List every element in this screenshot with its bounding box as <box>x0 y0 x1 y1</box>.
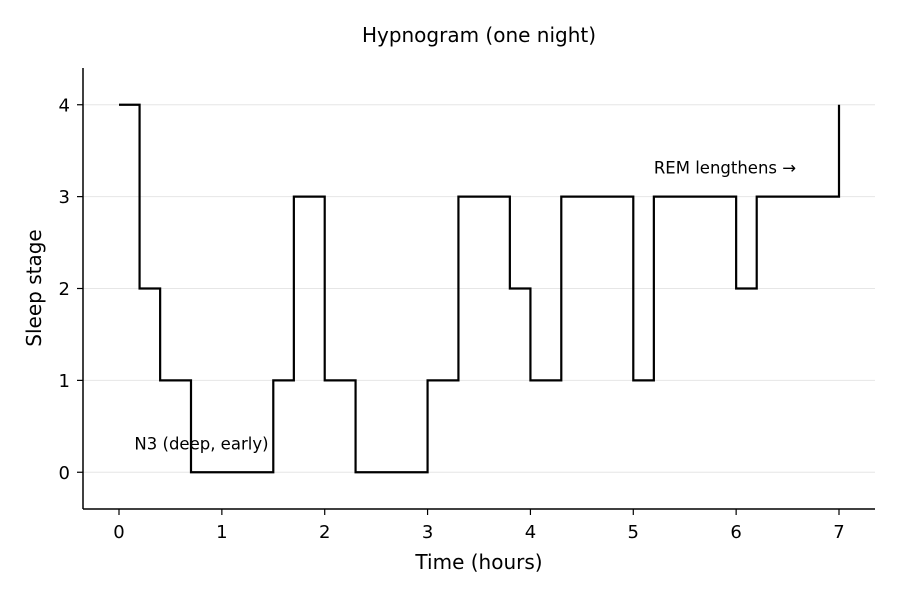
chart-title: Hypnogram (one night) <box>362 23 596 47</box>
plot-area <box>119 103 841 474</box>
x-tick-label-4: 4 <box>525 522 536 543</box>
y-tick-label-1: 1 <box>59 371 70 392</box>
annotation-0: N3 (deep, early) <box>134 434 268 453</box>
y-tick-label-4: 4 <box>59 95 70 116</box>
x-tick-label-3: 3 <box>422 522 433 543</box>
x-tick-label-6: 6 <box>730 522 741 543</box>
x-tick-label-2: 2 <box>319 522 330 543</box>
x-tick-label-1: 1 <box>216 522 227 543</box>
y-tick-label-0: 0 <box>59 463 70 484</box>
x-tick-label-7: 7 <box>833 522 844 543</box>
x-axis-label: Time (hours) <box>414 550 542 574</box>
annotation-1: REM lengthens → <box>654 159 796 178</box>
y-tick-label-2: 2 <box>59 279 70 300</box>
x-tick-label-5: 5 <box>628 522 639 543</box>
x-tick-label-0: 0 <box>113 522 124 543</box>
y-tick-label-3: 3 <box>59 187 70 208</box>
tick-marks: 0 1 2 3 4 5 6 7 0 1 2 3 4 <box>59 95 845 543</box>
y-axis-label: Sleep stage <box>22 229 46 346</box>
grid-lines <box>83 104 875 473</box>
annotations: N3 (deep, early) REM lengthens → <box>134 159 796 454</box>
hypnogram-step-line <box>119 103 841 474</box>
